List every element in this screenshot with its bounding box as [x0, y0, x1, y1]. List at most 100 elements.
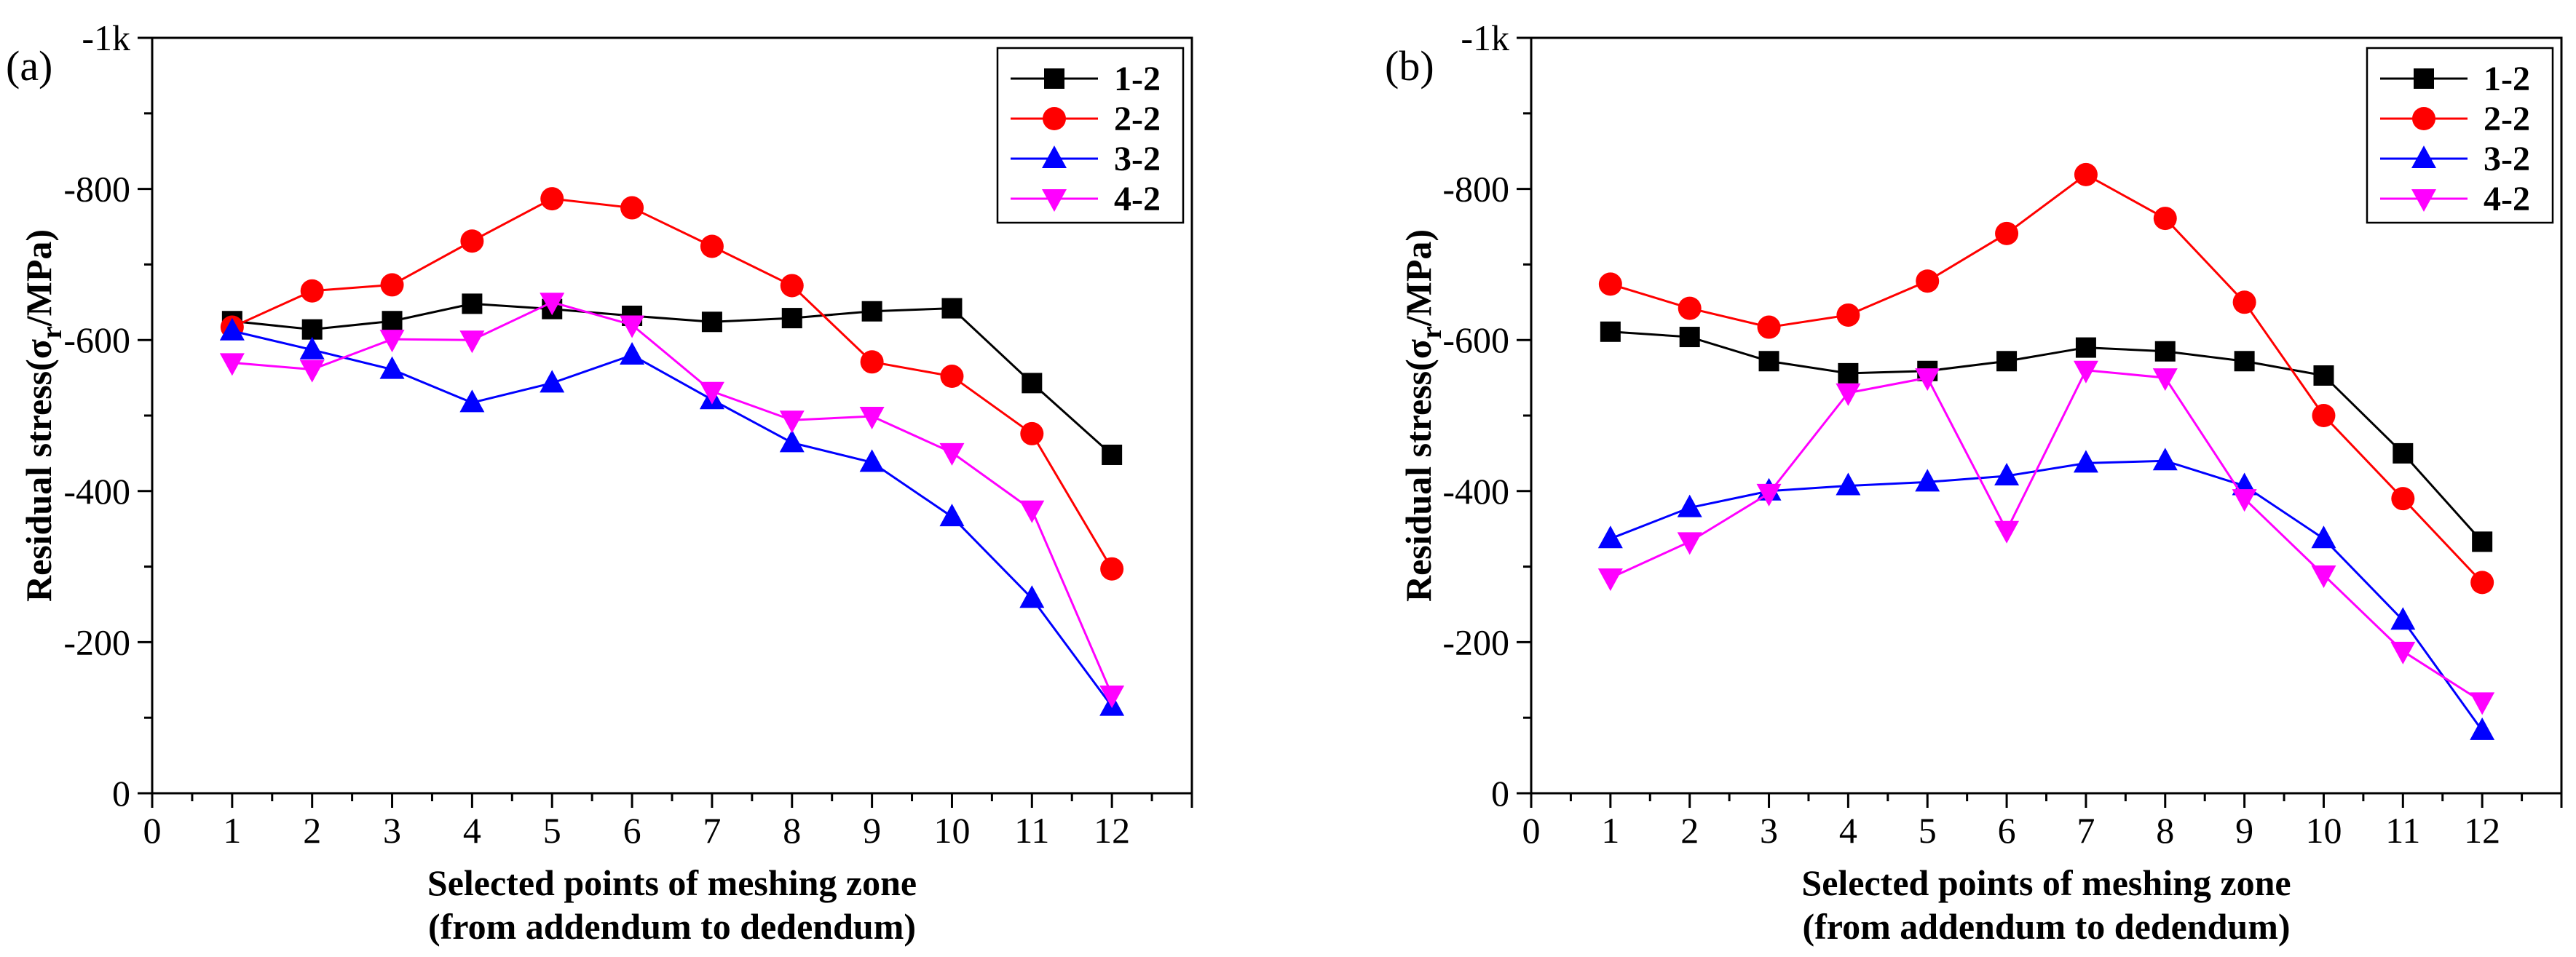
x-axis-title-line2: (from addendum to dedendum): [1803, 906, 2291, 947]
square-marker: [861, 301, 882, 322]
series-line: [232, 301, 1113, 696]
circle-marker: [2232, 290, 2256, 314]
series-3-2: [1597, 448, 2495, 740]
x-axis-title-line2: (from addendum to dedendum): [428, 906, 916, 947]
legend-entry: 2-2: [1011, 100, 1161, 138]
legend-entry: 1-2: [1011, 60, 1161, 98]
triangle-down-marker: [1099, 686, 1125, 709]
square-marker: [2472, 531, 2493, 552]
x-tick-label: 12: [1094, 810, 1130, 851]
y-axis-title-subscript: r: [35, 326, 68, 339]
triangle-up-marker: [299, 336, 325, 360]
square-marker: [2234, 351, 2255, 372]
y-tick-label: -600: [1442, 319, 1509, 360]
y-tick-label: -400: [63, 471, 130, 512]
triangle-up-marker: [779, 429, 805, 453]
y-tick-label: 0: [112, 773, 130, 814]
circle-marker: [620, 196, 644, 220]
triangle-up-marker: [379, 356, 405, 379]
x-tick-label: 5: [543, 810, 561, 851]
triangle-down-marker: [1042, 189, 1067, 212]
triangle-down-marker: [939, 442, 965, 466]
x-tick-label: 0: [143, 810, 162, 851]
legend-label: 3-2: [1114, 140, 1161, 178]
y-tick-label: -800: [1442, 169, 1509, 210]
series-line: [232, 302, 1113, 456]
y-tick-label: -200: [1442, 622, 1509, 662]
circle-marker: [1916, 269, 1940, 293]
legend-entry: 2-2: [2380, 100, 2530, 138]
series-line: [1610, 173, 2484, 584]
y-axis-title-tail: /MPa): [1398, 229, 1439, 327]
triangle-down-marker: [1019, 500, 1045, 523]
x-axis-title-line1: Selected points of meshing zone: [1801, 862, 2291, 903]
circle-marker: [1598, 272, 1622, 296]
x-tick-label: 7: [2077, 810, 2095, 851]
circle-marker: [2312, 404, 2336, 427]
y-tick-label: -600: [63, 319, 130, 360]
series-1-2: [221, 293, 1123, 465]
triangle-down-marker: [299, 360, 325, 383]
series-1-2: [1600, 321, 2493, 552]
triangle-up-marker: [2311, 525, 2336, 549]
triangle-down-marker: [2232, 489, 2257, 512]
x-tick-label: 8: [783, 810, 801, 851]
triangle-up-marker: [459, 389, 485, 413]
triangle-up-marker: [1597, 525, 1623, 549]
circle-marker: [700, 234, 724, 258]
circle-marker: [1100, 557, 1124, 581]
y-tick-label: 0: [1491, 773, 1509, 814]
legend-label: 2-2: [2484, 100, 2530, 138]
triangle-down-marker: [620, 315, 645, 338]
x-tick-label: 7: [703, 810, 721, 851]
legend-label: 1-2: [2484, 60, 2530, 98]
series-4-2: [219, 293, 1125, 709]
square-marker: [2393, 442, 2414, 464]
x-tick-label: 3: [1760, 810, 1778, 851]
x-tick-label: 4: [463, 810, 481, 851]
x-tick-label: 5: [1919, 810, 1937, 851]
triangle-down-marker: [859, 407, 885, 430]
circle-marker: [2391, 487, 2415, 511]
legend-box: [996, 47, 1185, 224]
x-tick-label: 6: [1998, 810, 2016, 851]
triangle-up-marker: [1019, 585, 1045, 608]
legend-entry: 3-2: [1011, 140, 1161, 178]
square-marker: [462, 293, 483, 314]
square-marker: [1600, 321, 1621, 342]
triangle-down-marker: [1836, 383, 1861, 406]
legend: 1-22-23-24-2: [2366, 47, 2554, 224]
series-3-2: [219, 317, 1125, 716]
square-marker: [1102, 444, 1123, 465]
series-line: [232, 330, 1113, 707]
x-tick-label: 3: [383, 810, 401, 851]
triangle-down-marker: [1994, 520, 2020, 544]
triangle-down-marker: [2411, 189, 2436, 212]
triangle-up-marker: [2411, 146, 2436, 168]
triangle-up-marker: [2390, 607, 2416, 630]
circle-marker: [380, 273, 404, 297]
square-marker: [701, 311, 722, 333]
triangle-down-marker: [1756, 483, 1782, 507]
triangle-up-marker: [620, 341, 645, 365]
triangle-down-marker: [2470, 692, 2495, 715]
y-tick-label: -800: [63, 169, 130, 210]
square-marker: [382, 311, 403, 332]
square-marker: [1679, 327, 1700, 348]
triangle-down-marker: [2311, 565, 2336, 589]
square-marker: [781, 308, 802, 329]
square-marker: [941, 298, 963, 319]
legend-label: 4-2: [2484, 180, 2530, 218]
circle-marker: [540, 187, 564, 211]
x-axis-title-line1: Selected points of meshing zone: [427, 862, 917, 903]
circle-marker: [1836, 303, 1860, 327]
triangle-down-marker: [2073, 360, 2098, 384]
circle-marker: [2470, 571, 2494, 595]
series-line: [1610, 330, 2484, 543]
chart-panel-b: 0 1 2 3 4 5 6 7 8 9 10 11 120-200-400-600-800-1k(b)S…: [1385, 17, 2563, 947]
triangle-up-marker: [2073, 450, 2098, 473]
y-axis-title-tail: /MPa): [18, 229, 59, 327]
x-tick-label: 12: [2464, 810, 2500, 851]
square-marker: [301, 319, 323, 340]
